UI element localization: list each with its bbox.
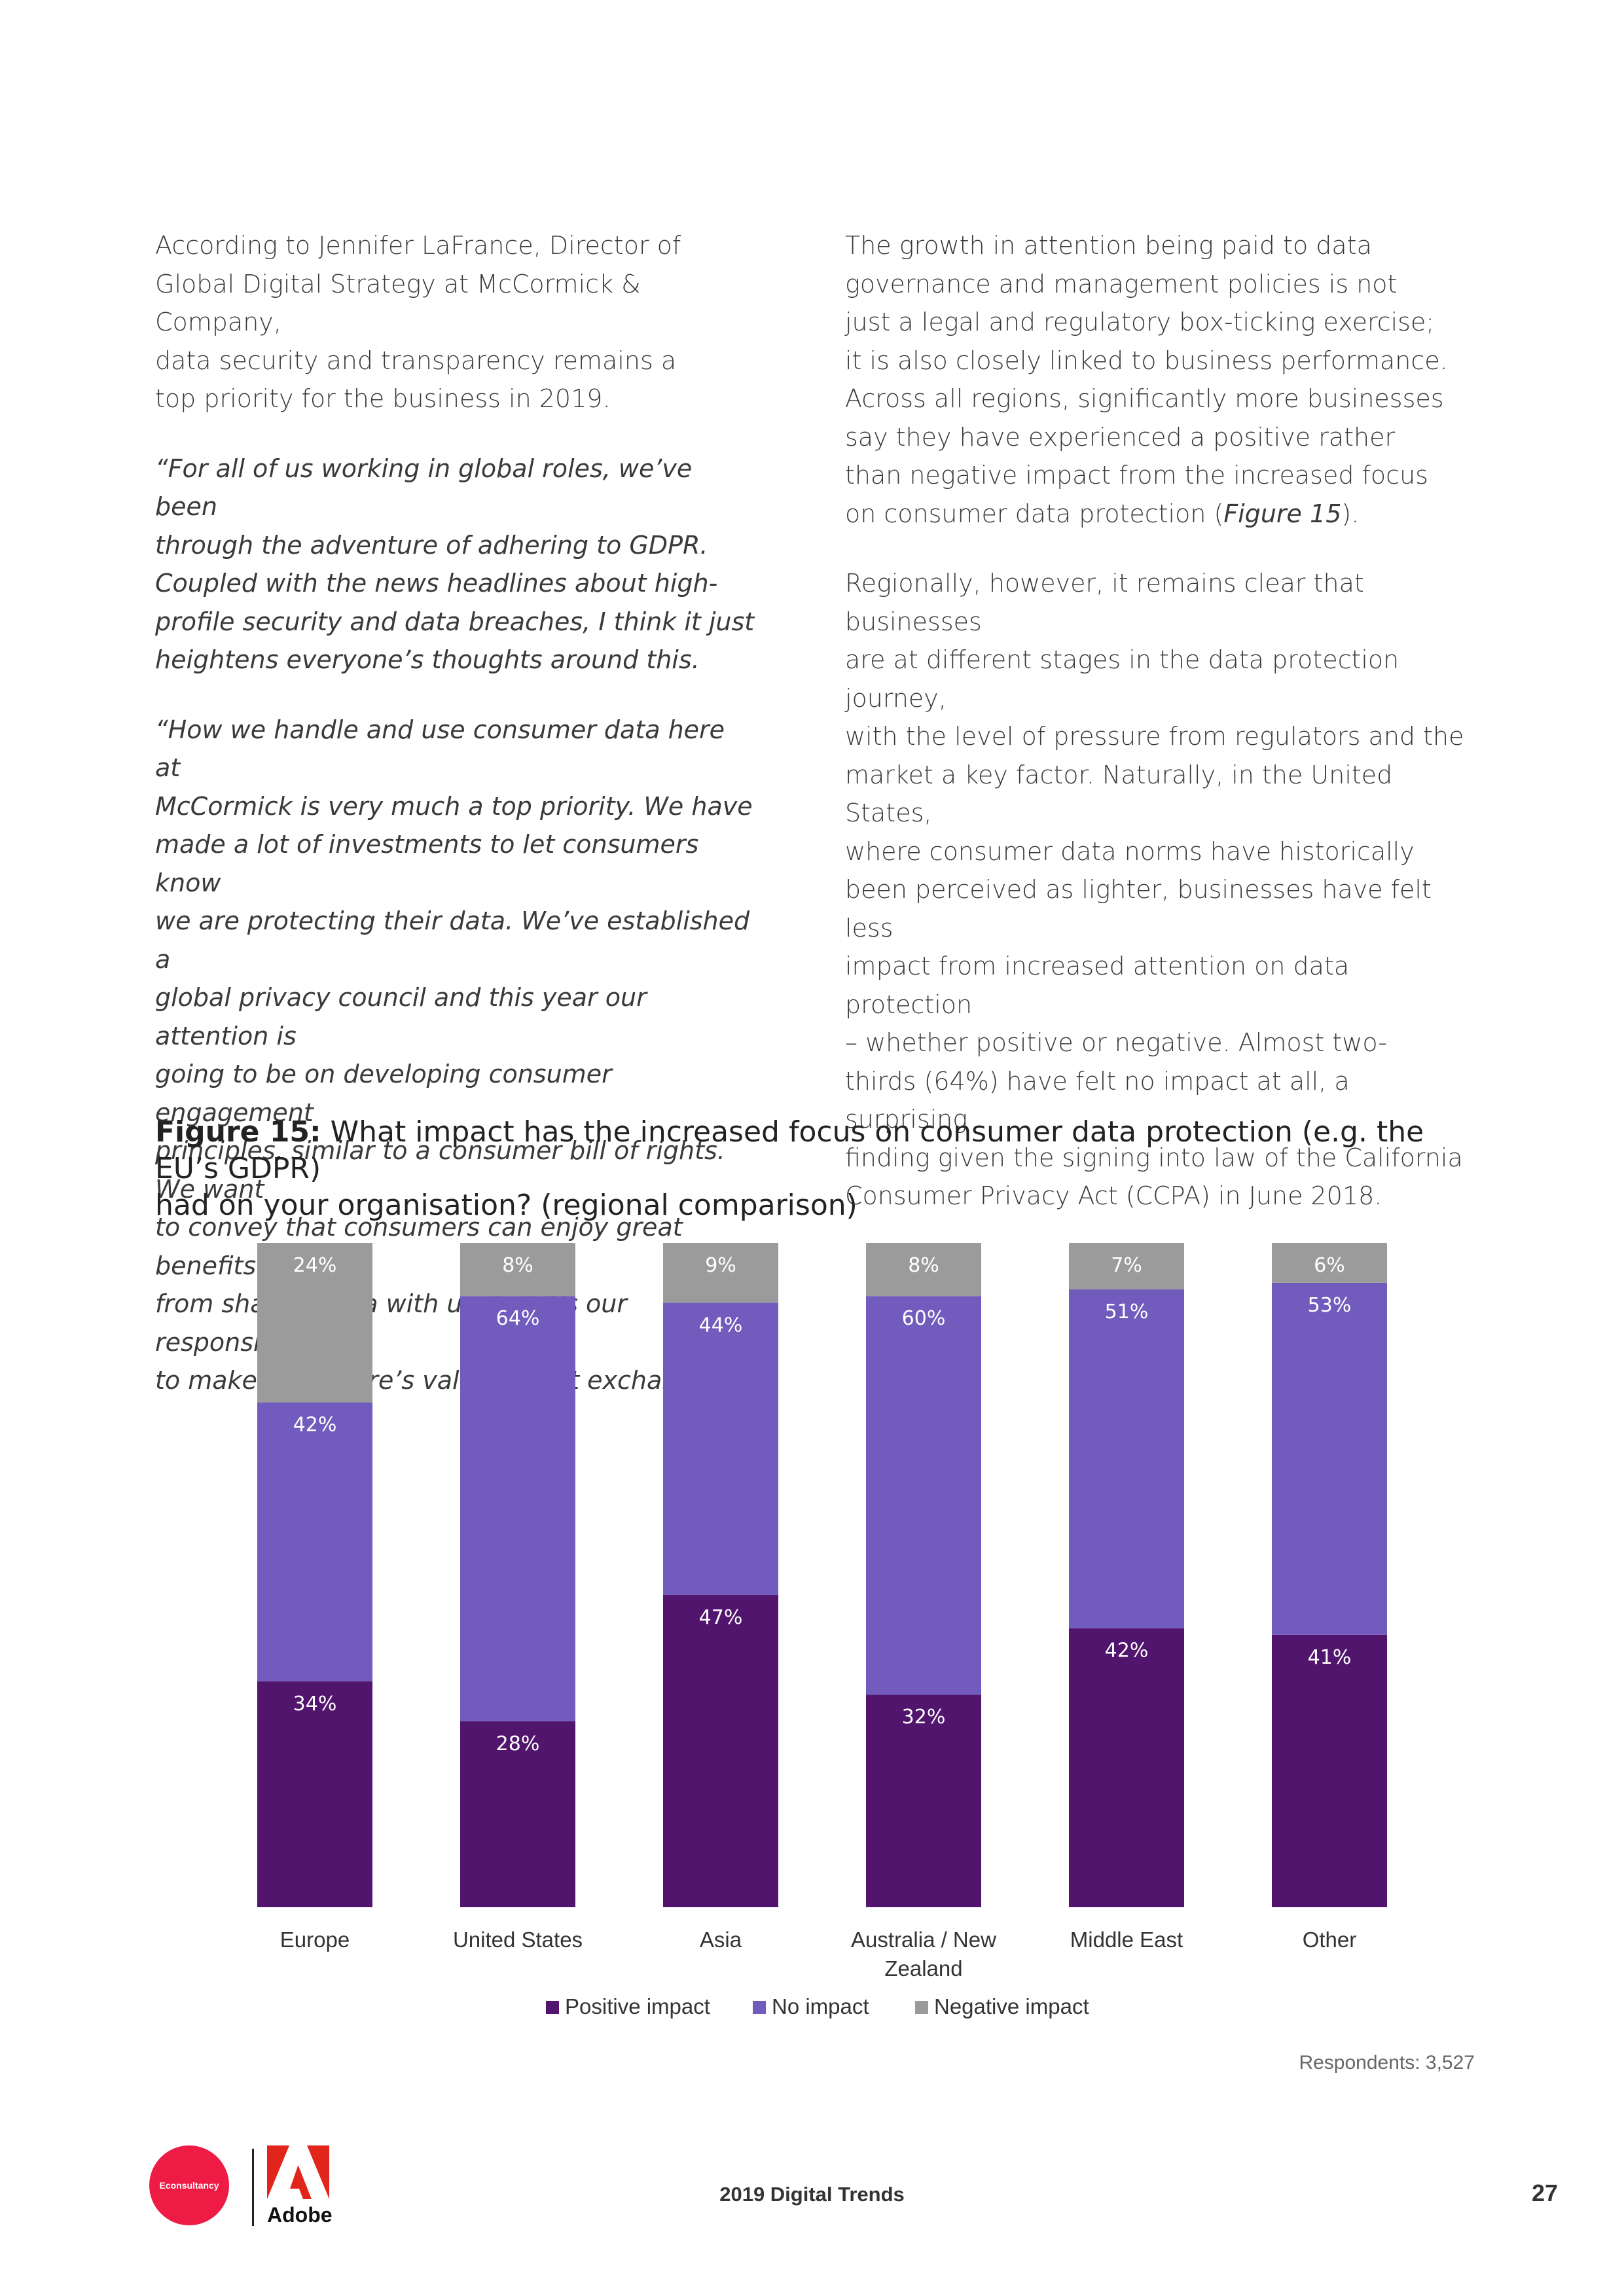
data-label: 7% <box>1111 1254 1142 1277</box>
data-label: 9% <box>705 1254 736 1277</box>
quote-paragraph-1: “For all of us working in global roles, … <box>155 454 755 675</box>
data-label: 42% <box>293 1414 337 1437</box>
data-label: 44% <box>699 1314 743 1336</box>
bar-segment-positive-impact <box>1272 1634 1387 1907</box>
category-label: Europe <box>280 1928 350 1952</box>
respondents-note: Respondents: 3,527 <box>1299 2052 1475 2073</box>
data-label: 64% <box>496 1307 540 1330</box>
bar-segment-positive-impact <box>257 1681 372 1907</box>
bar-segment-negative-impact <box>1069 1243 1184 1290</box>
paragraph-growth-text: The growth in attention being paid to da… <box>845 231 1448 528</box>
category-label: Asia <box>700 1928 742 1952</box>
legend-label: No impact <box>772 1994 869 2018</box>
figure-title: Figure 15: What impact has the increased… <box>155 1114 1484 1224</box>
figure-label: Figure 15: <box>155 1115 321 1149</box>
data-label: 34% <box>293 1693 337 1715</box>
data-label: 8% <box>502 1254 533 1277</box>
data-label: 8% <box>908 1254 939 1277</box>
bar-segment-no-impact <box>663 1302 778 1595</box>
bar-segment-negative-impact <box>460 1243 575 1297</box>
figure-reference: Figure 15 <box>1223 499 1342 528</box>
data-label: 53% <box>1308 1294 1352 1317</box>
data-label: 47% <box>699 1606 743 1629</box>
data-label: 51% <box>1105 1300 1149 1323</box>
stacked-bar-chart: 34% 42% 24% Europe 28% 64% 8% United States 47% 4… <box>257 1243 1387 2018</box>
category-label: Middle East <box>1070 1928 1183 1952</box>
legend-label: Negative impact <box>934 1994 1089 2018</box>
paragraph-growth: The growth in attention being paid to da… <box>845 226 1473 533</box>
left-column: According to Jennifer LaFrance, Director… <box>155 226 757 1431</box>
figure-question: What impact has the increased focus on c… <box>155 1115 1424 1222</box>
data-label: 6% <box>1314 1254 1345 1277</box>
bar-segment-no-impact <box>257 1402 372 1681</box>
legend-swatch <box>546 2001 559 2014</box>
bar-segment-positive-impact <box>866 1695 981 1907</box>
bar-segment-negative-impact <box>663 1243 778 1303</box>
logo-divider <box>252 2149 254 2226</box>
category-label: United States <box>453 1928 583 1952</box>
bar-segment-negative-impact <box>1272 1243 1387 1283</box>
right-column: The growth in attention being paid to da… <box>845 226 1473 1247</box>
bar-segment-no-impact <box>460 1296 575 1721</box>
bar-segment-no-impact <box>866 1296 981 1695</box>
legend-swatch <box>753 2001 766 2014</box>
bar-segment-negative-impact <box>866 1243 981 1297</box>
bar-segment-positive-impact <box>663 1594 778 1907</box>
legend-swatch <box>915 2001 928 2014</box>
legend-label: Positive impact <box>565 1994 710 2018</box>
bar-segment-no-impact <box>1069 1289 1184 1628</box>
category-label: Zealand <box>884 1956 962 1981</box>
bar-segment-positive-impact <box>460 1721 575 1907</box>
econsultancy-logo: Econsultancy <box>149 2145 229 2225</box>
page-number: 27 <box>1532 2179 1559 2206</box>
data-label: 32% <box>902 1706 946 1729</box>
category-label: Australia / New <box>851 1928 996 1952</box>
bar-segment-negative-impact <box>257 1243 372 1403</box>
data-label: 41% <box>1308 1646 1352 1669</box>
adobe-wordmark: Adobe <box>267 2203 333 2227</box>
footer-title: 2019 Digital Trends <box>719 2183 905 2206</box>
adobe-logo-icon <box>267 2145 329 2199</box>
paragraph-growth-end: ). <box>1341 499 1360 528</box>
bar-segment-no-impact <box>1272 1282 1387 1635</box>
data-label: 24% <box>293 1254 337 1277</box>
paragraph-regional: Regionally, however, it remains clear th… <box>845 569 1464 1210</box>
paragraph-intro: According to Jennifer LaFrance, Director… <box>155 231 681 413</box>
category-label: Other <box>1303 1928 1357 1952</box>
data-label: 60% <box>902 1307 946 1330</box>
data-label: 42% <box>1105 1640 1149 1662</box>
quote-paragraph-2: “How we handle and use consumer data her… <box>155 715 753 1395</box>
data-label: 28% <box>496 1732 540 1755</box>
bar-segment-positive-impact <box>1069 1628 1184 1907</box>
